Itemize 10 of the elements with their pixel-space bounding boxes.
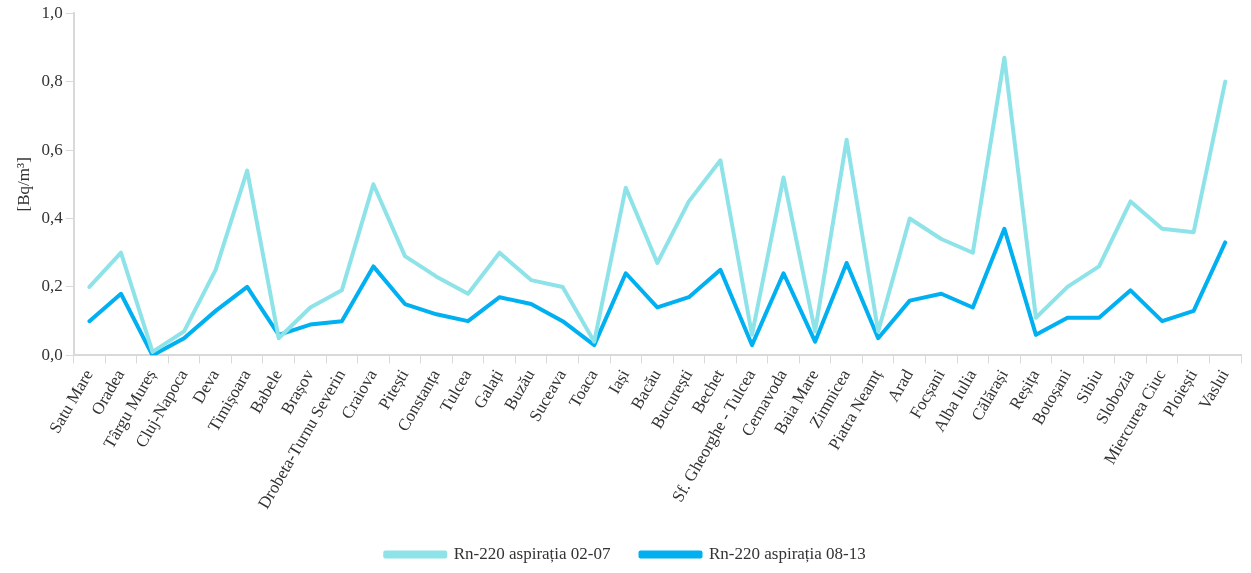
legend-label: Rn-220 aspirația 08-13 [709,543,866,563]
y-axis-title: [Bq/m³] [13,157,33,212]
y-tick-label: 0,2 [41,276,63,296]
legend-label: Rn-220 aspirația 02-07 [453,543,611,563]
y-tick-label: 0,4 [41,207,64,227]
y-tick-label: 0,0 [41,344,63,364]
y-tick-label: 1,0 [41,2,63,22]
x-tick-label: Iași [604,365,634,397]
y-tick-label: 0,8 [41,71,63,91]
y-tick-label: 0,6 [41,139,63,159]
